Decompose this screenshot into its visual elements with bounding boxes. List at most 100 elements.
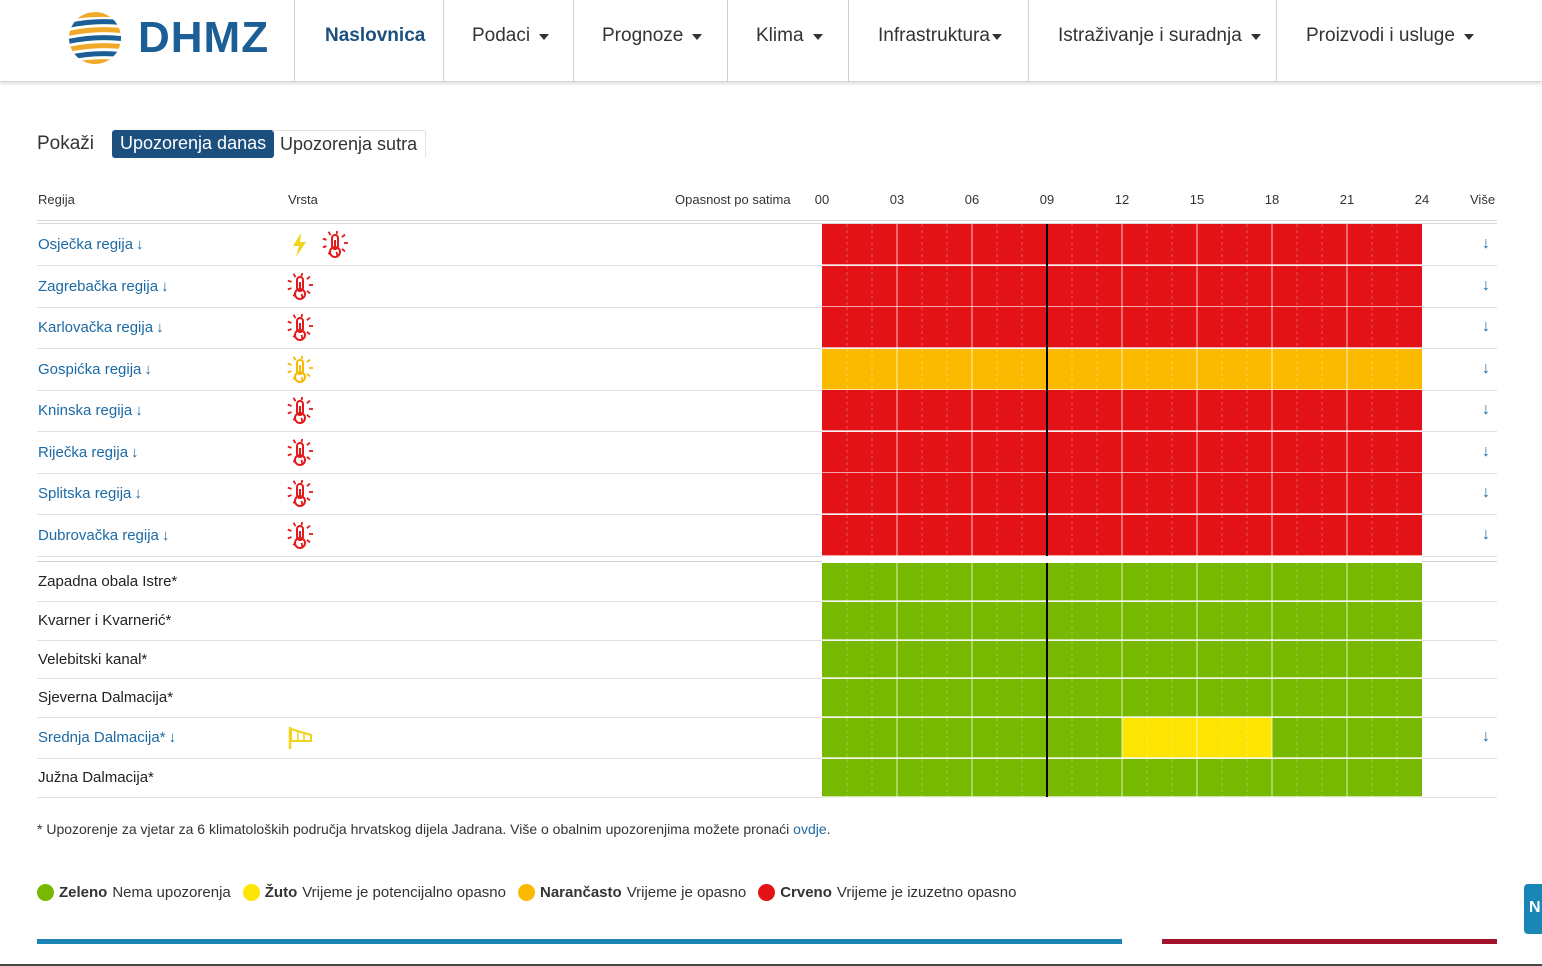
hour-cell: [1172, 432, 1197, 473]
hour-cell: [922, 759, 947, 797]
hour-cell: [1272, 602, 1297, 640]
lightning-icon[interactable]: [286, 231, 314, 259]
hour-cell: [1247, 515, 1272, 556]
hour-cell: [922, 641, 947, 678]
hour-cell: [997, 390, 1022, 431]
hour-cell: [1072, 266, 1097, 307]
heat-icon[interactable]: [286, 354, 314, 384]
hour-cell: [872, 307, 897, 348]
hour-cell: [1047, 390, 1072, 431]
region-name[interactable]: Zagrebačka regija ↓: [38, 278, 169, 295]
hour-cell: [1047, 602, 1072, 640]
more-arrow-icon[interactable]: ↓: [1482, 400, 1490, 418]
heat-icon[interactable]: [286, 271, 314, 301]
more-arrow-icon[interactable]: ↓: [1482, 359, 1490, 377]
more-arrow-icon[interactable]: ↓: [1482, 317, 1490, 335]
heat-icon[interactable]: [321, 229, 349, 259]
more-arrow-icon[interactable]: ↓: [1482, 525, 1490, 543]
nav-item-proizvodi[interactable]: Proizvodi i usluge: [1276, 0, 1476, 82]
hour-cell: [922, 224, 947, 265]
hour-cell: [1297, 641, 1322, 678]
hour-cell: [897, 307, 922, 348]
hour-cell: [972, 563, 997, 601]
hour-cell: [1347, 266, 1372, 307]
hour-cell: [847, 563, 872, 601]
region-name[interactable]: Gospićka regija ↓: [38, 361, 152, 378]
hour-cell: [922, 718, 947, 758]
footnote-end: .: [826, 821, 831, 837]
region-name[interactable]: Srednja Dalmacija* ↓: [38, 729, 176, 746]
hour-cell: [1372, 641, 1397, 678]
hour-cell: [1322, 718, 1347, 758]
hour-cell: [1197, 515, 1222, 556]
hour-cell: [1272, 307, 1297, 348]
region-name[interactable]: Dubrovačka regija ↓: [38, 527, 169, 544]
hour-cell: [997, 679, 1022, 717]
hour-cell: [1147, 432, 1172, 473]
hour-cell: [847, 515, 872, 556]
hour-cell: [1172, 473, 1197, 514]
hour-cell: [847, 602, 872, 640]
region-name[interactable]: Kninska regija ↓: [38, 402, 143, 419]
dhmz-logo[interactable]: DHMZ: [62, 8, 269, 68]
row-divider: [37, 390, 1497, 391]
nav-label: Klima: [756, 25, 804, 46]
wind-icon[interactable]: [286, 724, 314, 752]
nav-item-podaci[interactable]: Podaci: [443, 0, 573, 82]
hour-cell: [1122, 602, 1147, 640]
heat-icon[interactable]: [286, 395, 314, 425]
footnote-link[interactable]: ovdje: [793, 821, 827, 837]
hour-cell: [947, 307, 972, 348]
toggle-tomorrow[interactable]: Upozorenja sutra: [272, 130, 427, 158]
hour-cell: [822, 473, 847, 514]
heat-icon[interactable]: [286, 478, 314, 508]
footer-bar-blue: [37, 939, 1122, 944]
nav-item-istrazivanje[interactable]: Istraživanje i suradnja: [1028, 0, 1276, 82]
hour-label: 18: [1264, 192, 1280, 207]
hour-cell: [1022, 349, 1047, 390]
row-divider: [37, 717, 1497, 718]
hour-cell: [1322, 759, 1347, 797]
hour-cell: [922, 307, 947, 348]
floating-action-button[interactable]: N: [1524, 884, 1542, 934]
hour-cell: [1247, 349, 1272, 390]
region-name[interactable]: Splitska regija ↓: [38, 485, 142, 502]
arrow-down-icon: ↓: [168, 729, 177, 746]
more-arrow-icon[interactable]: ↓: [1482, 442, 1490, 460]
heat-icon[interactable]: [286, 520, 314, 550]
hour-cell: [1147, 390, 1172, 431]
more-arrow-icon[interactable]: ↓: [1482, 276, 1490, 294]
nav-item-naslovnica[interactable]: Naslovnica: [294, 0, 443, 82]
hour-cell: [1322, 602, 1347, 640]
nav-item-klima[interactable]: Klima: [727, 0, 848, 82]
footnote: * Upozorenje za vjetar za 6 klimatološki…: [37, 821, 831, 837]
heat-icon[interactable]: [286, 437, 314, 467]
hour-cell: [1022, 563, 1047, 601]
hour-cell: [1247, 266, 1272, 307]
hour-label: 03: [889, 192, 905, 207]
nav-item-prognoze[interactable]: Prognoze: [573, 0, 727, 82]
toggle-today[interactable]: Upozorenja danas: [112, 130, 275, 158]
region-name[interactable]: Karlovačka regija ↓: [38, 319, 164, 336]
hour-cell: [1397, 563, 1422, 601]
hour-cell: [1197, 390, 1222, 431]
more-arrow-icon[interactable]: ↓: [1482, 728, 1490, 745]
more-arrow-icon[interactable]: ↓: [1482, 483, 1490, 501]
hour-cell: [1197, 602, 1222, 640]
hour-cell: [922, 515, 947, 556]
hour-cell: [1297, 679, 1322, 717]
heat-icon[interactable]: [286, 312, 314, 342]
hour-cell: [1047, 759, 1072, 797]
hour-cell: [1222, 432, 1247, 473]
region-name[interactable]: Riječka regija ↓: [38, 444, 139, 461]
nav-item-infrastruktura[interactable]: Infrastruktura: [848, 0, 1028, 82]
hour-cell: [1397, 224, 1422, 265]
hour-cell: [1222, 718, 1247, 758]
hour-cell: [1097, 759, 1122, 797]
caret-down-icon: [1250, 34, 1261, 40]
region-name[interactable]: Osječka regija ↓: [38, 236, 144, 253]
hour-cell: [1047, 515, 1072, 556]
more-arrow-icon[interactable]: ↓: [1482, 234, 1490, 252]
hour-cell: [1247, 307, 1272, 348]
hour-cell: [1322, 515, 1347, 556]
